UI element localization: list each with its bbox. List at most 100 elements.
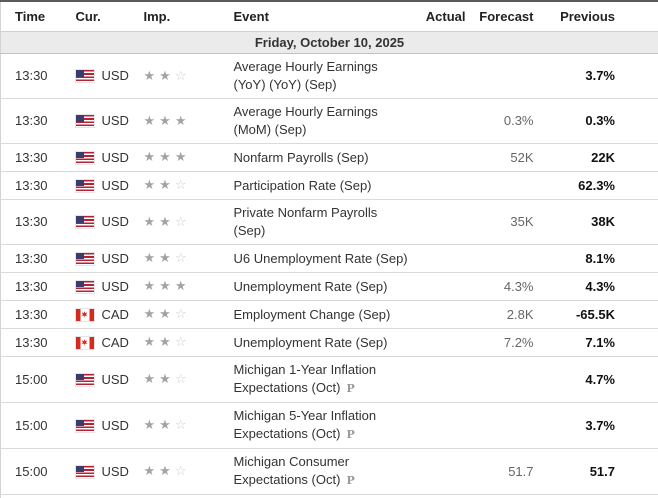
event-currency: USD: [62, 356, 135, 403]
event-time: 13:30: [0, 143, 63, 172]
event-currency: USD: [62, 143, 135, 172]
event-currency: USD: [62, 494, 135, 498]
star-filled-icon: ★: [159, 307, 171, 322]
country-flag-icon: [75, 308, 94, 321]
event-label: Participation Rate (Sep): [233, 177, 372, 193]
star-filled-icon: ★: [159, 214, 171, 230]
star-filled-icon: ★: [159, 464, 171, 479]
star-filled-icon: ★: [143, 335, 156, 350]
star-filled-icon: ★: [174, 279, 187, 294]
previous-value: 55.1: [536, 494, 658, 498]
previous-value: 22K: [536, 143, 658, 172]
previous-value: 51.7: [536, 448, 658, 495]
country-flag-icon: [75, 336, 94, 349]
star-filled-icon: ★: [174, 150, 187, 165]
country-flag-icon: [75, 151, 94, 164]
column-header-importance: Imp.: [134, 1, 226, 32]
country-flag-icon: [75, 252, 94, 265]
event-name[interactable]: Michigan Consumer Expectations (Oct) P: [225, 448, 416, 495]
column-header-forecast: Forecast: [468, 1, 537, 32]
previous-value: 3.7%: [536, 53, 658, 99]
importance-stars: ★★☆: [134, 402, 226, 449]
event-time: 15:00: [0, 356, 63, 403]
event-time: 13:30: [0, 328, 63, 357]
table-row[interactable]: 15:00 USD ★ ★ ☆ Michigan 5-Year Inflation …: [0, 402, 658, 449]
forecast-value: 35K: [468, 199, 537, 245]
event-currency: USD: [62, 272, 135, 301]
table-row[interactable]: 15:00 USD ★ ★ ☆ Michigan Consumer Expectat…: [0, 448, 658, 495]
event-label: Michigan 1-Year Inflation Expectations (…: [233, 362, 377, 395]
table-row[interactable]: 13:30 CAD ★ ★ ☆ Unemployment Rate (Sep) 7.…: [0, 328, 658, 357]
table-row[interactable]: 13:30 CAD ★ ★ ☆ Employment Change (Sep) 2.…: [0, 300, 658, 329]
currency-code: USD: [101, 250, 129, 266]
actual-value: [415, 244, 469, 273]
previous-value: -65.5K: [536, 300, 658, 329]
table-row[interactable]: 13:30 USD ★ ★ ☆ Average Hourly Earnings (Y…: [0, 53, 658, 99]
event-name[interactable]: Nonfarm Payrolls (Sep): [225, 143, 416, 172]
currency-code: USD: [101, 278, 129, 294]
currency-code: USD: [101, 68, 129, 83]
previous-value: 0.3%: [536, 98, 658, 144]
forecast-value: [468, 402, 537, 449]
star-filled-icon: ★: [143, 251, 156, 266]
country-flag-icon: [75, 115, 94, 127]
event-time: 13:30: [0, 53, 63, 99]
star-filled-icon: ★: [143, 464, 156, 479]
column-header-previous: Previous: [536, 1, 658, 32]
forecast-value: [468, 356, 537, 403]
star-empty-icon: ☆: [174, 372, 187, 387]
table-row[interactable]: 15:00 USD ★ ★ ☆ Michigan 1-Year Inflation …: [0, 356, 658, 403]
date-header-row: Friday, October 10, 2025: [0, 31, 658, 54]
importance-stars: ★★☆: [134, 244, 226, 273]
actual-value: [415, 402, 469, 449]
column-header-row: Time Cur. Imp. Event Actual Forecast Pre…: [0, 1, 658, 32]
event-name[interactable]: Private Nonfarm Payrolls (Sep): [225, 199, 416, 245]
event-time: 15:00: [0, 494, 63, 498]
country-flag-icon: [75, 465, 94, 478]
table-row[interactable]: 13:30 USD ★ ★ ★ Average Hourly Earnings (M…: [0, 98, 658, 144]
event-name[interactable]: Average Hourly Earnings (MoM) (Sep): [225, 98, 416, 144]
event-time: 13:30: [0, 199, 63, 245]
table-row[interactable]: 13:30 USD ★ ★ ☆ Private Nonfarm Payrolls (…: [0, 199, 658, 245]
previous-value: 4.7%: [536, 356, 658, 403]
event-name[interactable]: Average Hourly Earnings (YoY) (YoY) (Sep…: [225, 53, 416, 99]
event-time: 13:30: [0, 272, 63, 301]
currency-code: USD: [101, 371, 129, 387]
country-flag-icon: [75, 70, 94, 82]
actual-value: [415, 199, 469, 245]
star-filled-icon: ★: [159, 178, 171, 193]
star-filled-icon: ★: [143, 279, 156, 294]
table-row[interactable]: 13:30 USD ★ ★ ☆ Participation Rate (Sep) 6…: [0, 171, 658, 200]
event-name[interactable]: Unemployment Rate (Sep): [225, 328, 416, 357]
table-row[interactable]: 13:30 USD ★ ★ ★ Unemployment Rate (Sep) 4.…: [0, 272, 658, 301]
event-name[interactable]: Michigan Consumer Sentiment (Oct)P: [225, 494, 416, 498]
actual-value: [415, 171, 469, 200]
forecast-value: 2.8K: [468, 300, 537, 329]
event-name[interactable]: Employment Change (Sep): [225, 300, 416, 329]
table-row[interactable]: 13:30 USD ★ ★ ☆ U6 Unemployment Rate (Sep)…: [0, 244, 658, 273]
event-label: Unemployment Rate (Sep): [233, 334, 388, 350]
star-filled-icon: ★: [159, 113, 171, 129]
currency-code: USD: [101, 463, 129, 479]
event-name[interactable]: Participation Rate (Sep): [225, 171, 416, 200]
event-name[interactable]: Unemployment Rate (Sep): [225, 272, 416, 301]
actual-value: [415, 356, 469, 403]
previous-value: 7.1%: [536, 328, 658, 357]
star-filled-icon: ★: [143, 113, 156, 129]
forecast-value: 52K: [468, 143, 537, 172]
table-row[interactable]: 13:30 USD ★ ★ ★ Nonfarm Payrolls (Sep) 52K…: [0, 143, 658, 172]
event-name[interactable]: Michigan 5-Year Inflation Expectations (…: [225, 402, 416, 449]
event-currency: CAD: [62, 300, 135, 329]
table-row[interactable]: 15:00 USD ★★☆ Michigan Consumer Sentimen…: [0, 494, 658, 498]
star-empty-icon: ☆: [174, 214, 187, 230]
event-name[interactable]: U6 Unemployment Rate (Sep): [225, 244, 416, 273]
column-header-actual: Actual: [415, 1, 469, 32]
event-name[interactable]: Michigan 1-Year Inflation Expectations (…: [225, 356, 416, 403]
currency-code: USD: [101, 149, 129, 165]
event-time: 13:30: [0, 244, 63, 273]
currency-code: CAD: [101, 334, 129, 350]
event-currency: USD: [62, 448, 135, 495]
star-filled-icon: ★: [159, 150, 171, 165]
